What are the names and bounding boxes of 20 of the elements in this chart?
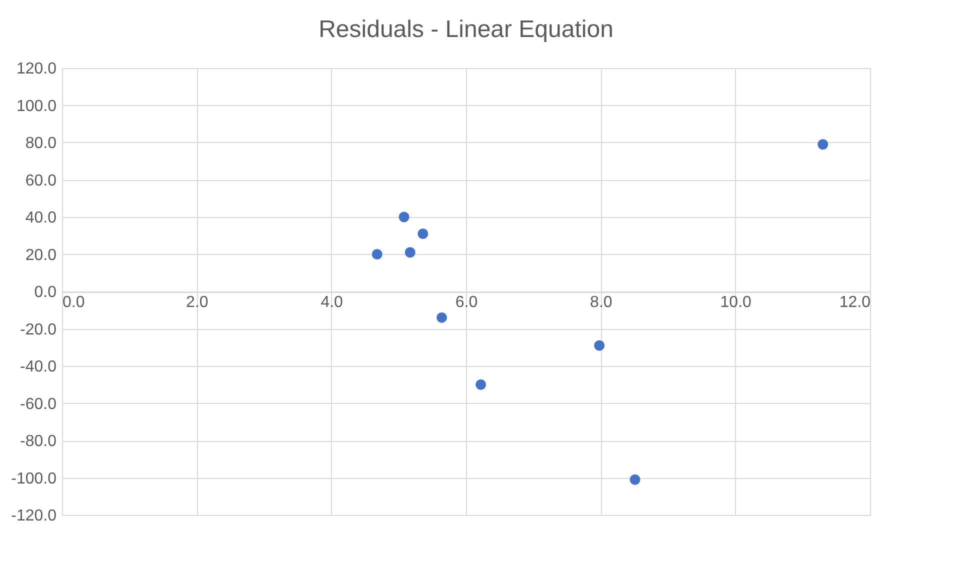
x-tick-label: 2.0 <box>186 294 208 311</box>
x-tick-label: 4.0 <box>320 294 344 311</box>
x-tick-label: 10.0 <box>720 294 752 311</box>
y-tick-label: 20.0 <box>25 246 57 264</box>
x-tick-label: 12.0 <box>839 294 871 311</box>
y-tick-label: 80.0 <box>25 135 57 152</box>
y-tick-label: 40.0 <box>25 210 57 226</box>
y-tick-label: -60.0 <box>20 396 57 413</box>
y-tick-label: 60.0 <box>25 172 57 190</box>
y-tick-label: -20.0 <box>20 321 57 338</box>
x-tick-label: 8.0 <box>590 294 612 311</box>
y-tick-label: -120.0 <box>11 508 57 524</box>
y-tick-label: -100.0 <box>11 470 57 488</box>
x-tick-label: 0.0 <box>62 294 85 311</box>
y-tick-label: -80.0 <box>20 433 57 450</box>
y-tick-label: 100.0 <box>16 98 57 115</box>
y-tick-label: -40.0 <box>20 358 57 376</box>
chart-title: Residuals - Linear Equation <box>318 16 614 43</box>
y-tick-label: 120.0 <box>16 60 57 78</box>
x-tick-label: 6.0 <box>455 294 478 311</box>
